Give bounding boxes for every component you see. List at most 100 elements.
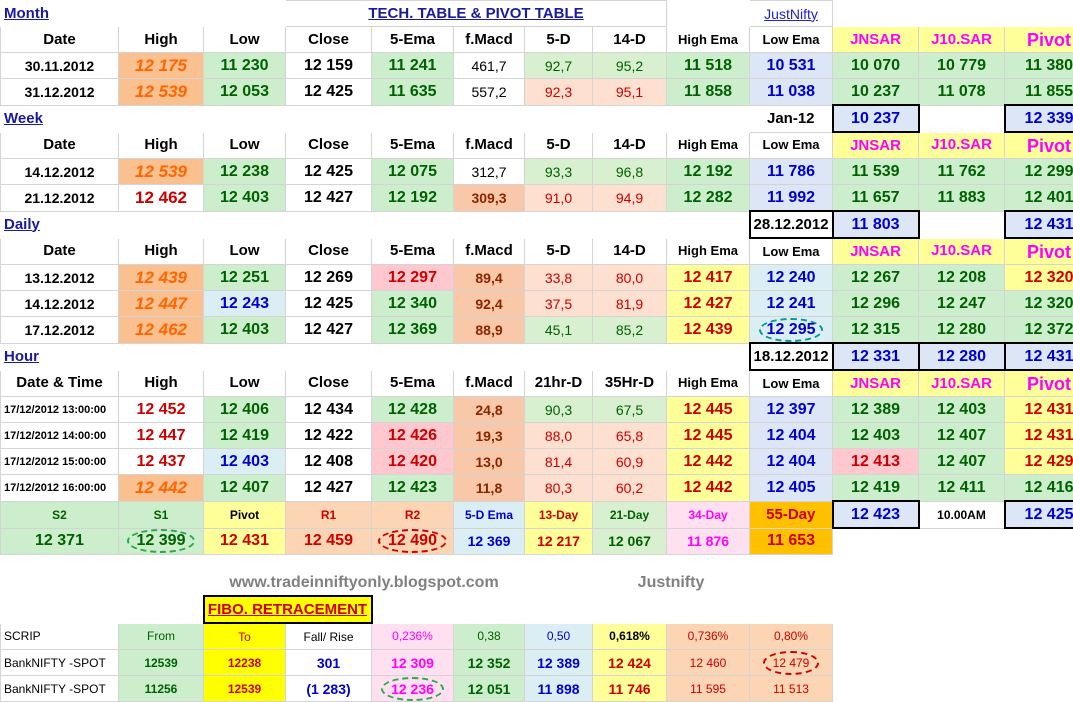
col-high-ema: High Ema: [667, 27, 750, 53]
daily-jnsar-box: 11 803: [833, 211, 919, 238]
cell-low: 12 406: [204, 397, 286, 423]
label-pivot: Pivot: [204, 501, 286, 528]
blog-url[interactable]: www.tradeinniftyonly.blogspot.com: [204, 570, 525, 597]
cell-low: 12 419: [204, 423, 286, 449]
cell-high-ema: 12 445: [667, 397, 750, 423]
fibo-236: 12 236: [372, 676, 454, 702]
highlight-oval: 12 490: [378, 529, 447, 553]
cell-5d: 93,3: [525, 159, 593, 185]
cell-5ema: 12 075: [372, 159, 454, 185]
fibo-col-236: 0,236%: [372, 623, 454, 650]
fibo-from: 12539: [119, 650, 204, 676]
cell-fmacd: 309,3: [454, 185, 525, 212]
fibo-col-736: 0,736%: [667, 623, 750, 650]
cell-j10sar: 12 208: [919, 265, 1005, 291]
value-pivot: 12 431: [204, 528, 286, 555]
cell-close: 12 422: [286, 423, 372, 449]
cell-5ema: 12 192: [372, 185, 454, 212]
cell-low: 11 230: [204, 53, 286, 79]
cell-5ema: 11 241: [372, 53, 454, 79]
cell-j10sar: 10 779: [919, 53, 1005, 79]
label-55-day: 55-Day: [750, 501, 833, 528]
cell-j10sar: 11 883: [919, 185, 1005, 212]
label-s1: S1: [119, 501, 204, 528]
table-row: 17.12.2012 12 462 12 403 12 427 12 369 8…: [1, 317, 1073, 344]
cell-high-ema: 12 427: [667, 291, 750, 317]
fibo-header-row: SCRIP From To Fall/ Rise 0,236% 0,38 0,5…: [1, 623, 1073, 650]
col-35hr-d: 35Hr-D: [593, 370, 667, 397]
cell-low: 12 403: [204, 185, 286, 212]
cell-low: 12 053: [204, 79, 286, 106]
table-row: 30.11.2012 12 175 11 230 12 159 11 241 4…: [1, 53, 1073, 79]
cell-datetime: 17/12/2012 15:00:00: [1, 449, 119, 475]
col-pivot: Pivot: [1005, 370, 1073, 397]
cell-high-ema: 12 192: [667, 159, 750, 185]
levels-value-row: 12 371 12 399 12 431 12 459 12 490 12 36…: [1, 528, 1073, 555]
cell-low-ema: 10 531: [750, 53, 833, 79]
fibo-to: 12238: [204, 650, 286, 676]
cell-fmacd: 92,4: [454, 291, 525, 317]
col-low-ema: Low Ema: [750, 370, 833, 397]
cell-14d: 94,9: [593, 185, 667, 212]
cell-j10sar: 11 762: [919, 159, 1005, 185]
cell-high: 12 442: [119, 475, 204, 502]
cell-low: 12 403: [204, 317, 286, 344]
section-daily: Daily: [1, 211, 119, 238]
cell-datetime: 17/12/2012 14:00:00: [1, 423, 119, 449]
label-5d-ema: 5-D Ema: [454, 501, 525, 528]
fibo-col-38: 0,38: [454, 623, 525, 650]
levels-box-value: 12 423: [833, 501, 919, 528]
cell-jnsar: 10 237: [833, 79, 919, 106]
col-pivot: Pivot: [1005, 27, 1073, 53]
table-row: 17/12/2012 13:00:00 12 452 12 406 12 434…: [1, 397, 1073, 423]
table-row: BankNIFTY -SPOT 11256 12539 (1 283) 12 2…: [1, 676, 1073, 702]
table-row: 14.12.2012 12 447 12 243 12 425 12 340 9…: [1, 291, 1073, 317]
cell-j10sar: 12 407: [919, 423, 1005, 449]
cell-fmacd: 11,8: [454, 475, 525, 502]
fibo-fall-rise: (1 283): [286, 676, 372, 702]
section-hour: Hour: [1, 343, 119, 370]
label-13-day: 13-Day: [525, 501, 593, 528]
justnifty-link[interactable]: JustNifty: [750, 1, 833, 27]
col-pivot: Pivot: [1005, 238, 1073, 265]
value-r2: 12 490: [372, 528, 454, 555]
daily-pivot-box: 12 431: [1005, 211, 1073, 238]
cell-high-ema: 12 442: [667, 475, 750, 502]
cell-high-ema: 12 442: [667, 449, 750, 475]
cell-pivot: 11 380: [1005, 53, 1073, 79]
cell-35hr-d: 65,8: [593, 423, 667, 449]
cell-jnsar: 12 419: [833, 475, 919, 502]
col-5d: 5-D: [525, 132, 593, 159]
cell-close: 12 425: [286, 159, 372, 185]
fibo-title: FIBO. RETRACEMENT: [204, 596, 372, 623]
cell-35hr-d: 67,5: [593, 397, 667, 423]
fibo-col-from: From: [119, 623, 204, 650]
cell-close: 12 427: [286, 475, 372, 502]
table-row: BankNIFTY -SPOT 12539 12238 301 12 309 1…: [1, 650, 1073, 676]
cell-fmacd: 19,3: [454, 423, 525, 449]
col-high: High: [119, 238, 204, 265]
cell-5d: 91,0: [525, 185, 593, 212]
col-datetime: Date & Time: [1, 370, 119, 397]
cell-pivot: 12 320: [1005, 265, 1073, 291]
cell-high-ema: 12 445: [667, 423, 750, 449]
cell-low-ema: 11 786: [750, 159, 833, 185]
cell-fmacd: 88,9: [454, 317, 525, 344]
fibo-50: 12 389: [525, 650, 593, 676]
cell-5ema: 12 297: [372, 265, 454, 291]
cell-pivot: 12 372: [1005, 317, 1073, 344]
cell-low: 12 238: [204, 159, 286, 185]
cell-jnsar: 11 539: [833, 159, 919, 185]
col-5ema: 5-Ema: [372, 27, 454, 53]
cell-close: 12 269: [286, 265, 372, 291]
cell-fmacd: 461,7: [454, 53, 525, 79]
col-fmacd: f.Macd: [454, 132, 525, 159]
cell-jnsar: 12 315: [833, 317, 919, 344]
col-fmacd: f.Macd: [454, 238, 525, 265]
col-low: Low: [204, 27, 286, 53]
col-fmacd: f.Macd: [454, 370, 525, 397]
col-high: High: [119, 132, 204, 159]
cell-date: 13.12.2012: [1, 265, 119, 291]
col-high: High: [119, 27, 204, 53]
